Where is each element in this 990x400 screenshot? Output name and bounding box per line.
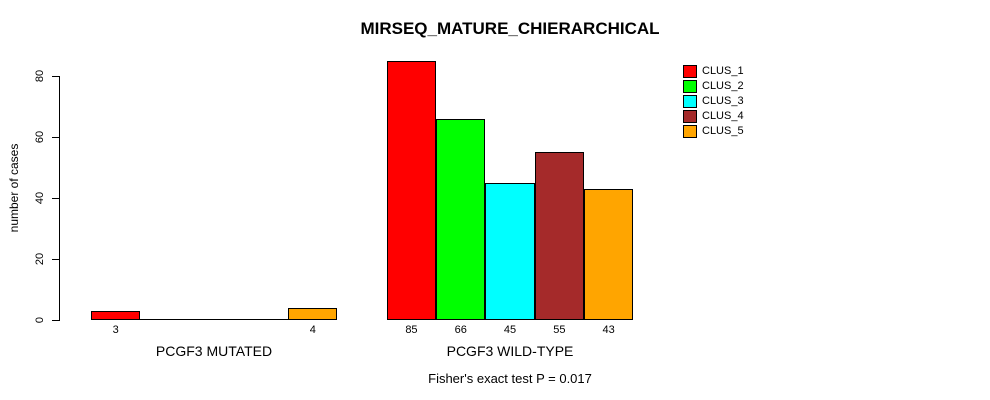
- legend-swatch-icon: [683, 125, 697, 138]
- legend-label: CLUS_3: [702, 95, 744, 107]
- bar-clus_1-group1: [386, 60, 437, 320]
- y-tick-label: 60: [34, 130, 46, 144]
- y-tick-mark: [52, 320, 59, 321]
- legend-label: CLUS_5: [702, 125, 744, 137]
- bar-clus_4-group0-zero: [238, 319, 289, 320]
- x-group-label-mutated: PCGF3 MUTATED: [155, 343, 273, 359]
- y-tick-label: 20: [34, 252, 46, 266]
- legend-swatch-icon: [683, 65, 697, 78]
- bar-clus_4-group1: [534, 152, 584, 320]
- y-tick-label: 40: [34, 191, 46, 205]
- legend-swatch-icon: [683, 110, 697, 123]
- bar-value-label: 45: [503, 324, 517, 336]
- y-axis-label: number of cases: [7, 143, 21, 233]
- legend-label: CLUS_4: [702, 110, 744, 122]
- bar-clus_5-group1: [584, 188, 634, 320]
- bar-value-label: 66: [454, 324, 467, 336]
- y-tick-mark: [52, 137, 59, 138]
- y-tick-mark: [52, 198, 59, 199]
- chart-subtitle: Fisher's exact test P = 0.017: [428, 371, 592, 386]
- bar-clus_3-group1: [485, 182, 535, 320]
- bar-value-label: 3: [112, 324, 119, 336]
- x-group-label-wildtype: PCGF3 WILD-TYPE: [446, 343, 574, 359]
- y-tick-mark: [52, 259, 59, 260]
- legend-swatch-icon: [683, 95, 697, 108]
- chart-title: MIRSEQ_MATURE_CHIERARCHICAL: [360, 19, 660, 38]
- bar-value-label: 4: [309, 324, 316, 336]
- bar-clus_2-group0-zero: [140, 319, 190, 320]
- y-tick-label: 0: [34, 316, 46, 324]
- bar-clus_2-group1: [436, 118, 486, 320]
- bar-value-label: 55: [553, 324, 566, 336]
- bar-value-label: 85: [405, 324, 418, 336]
- bar-clus_3-group0-zero: [189, 319, 239, 320]
- y-tick-mark: [52, 76, 59, 77]
- legend-label: CLUS_2: [702, 80, 744, 92]
- y-tick-label: 80: [34, 69, 46, 83]
- y-axis-line: [59, 76, 60, 321]
- bar-clus_1-group0: [91, 310, 141, 320]
- legend-label: CLUS_1: [702, 65, 744, 77]
- legend-swatch-icon: [683, 80, 697, 93]
- bar-clus_5-group0: [288, 307, 338, 320]
- bar-value-label: 43: [602, 324, 615, 336]
